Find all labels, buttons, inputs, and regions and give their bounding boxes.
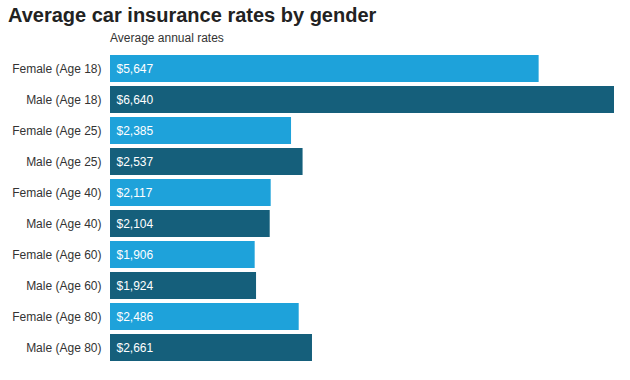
svg-text:$2,486: $2,486 — [117, 310, 154, 324]
svg-text:Male (Age 40): Male (Age 40) — [26, 217, 101, 231]
svg-text:Male (Age 18): Male (Age 18) — [26, 93, 101, 107]
svg-text:Male (Age 60): Male (Age 60) — [26, 279, 101, 293]
svg-text:Male (Age 25): Male (Age 25) — [26, 155, 101, 169]
html-text:Average annual rates: Average annual rates — [110, 31, 224, 45]
html-text:Average car insurance rates by: Average car insurance rates by gender — [8, 4, 377, 26]
svg-text:Female (Age 60): Female (Age 60) — [12, 248, 101, 262]
svg-text:$1,906: $1,906 — [117, 248, 154, 262]
svg-text:Female (Age 18): Female (Age 18) — [12, 62, 101, 76]
svg-text:$2,104: $2,104 — [117, 217, 154, 231]
svg-text:Male (Age 80): Male (Age 80) — [26, 341, 101, 355]
svg-text:$2,385: $2,385 — [117, 124, 154, 138]
svg-text:$1,924: $1,924 — [117, 279, 154, 293]
svg-text:$2,117: $2,117 — [117, 186, 153, 200]
svg-text:$2,537: $2,537 — [117, 155, 154, 169]
svg-text:$6,640: $6,640 — [117, 93, 154, 107]
svg-text:Female (Age 25): Female (Age 25) — [12, 124, 101, 138]
svg-text:Female (Age 40): Female (Age 40) — [12, 186, 101, 200]
svg-text:Female (Age 80): Female (Age 80) — [12, 310, 101, 324]
svg-text:$2,661: $2,661 — [117, 341, 154, 355]
svg-text:$5,647: $5,647 — [117, 62, 154, 76]
